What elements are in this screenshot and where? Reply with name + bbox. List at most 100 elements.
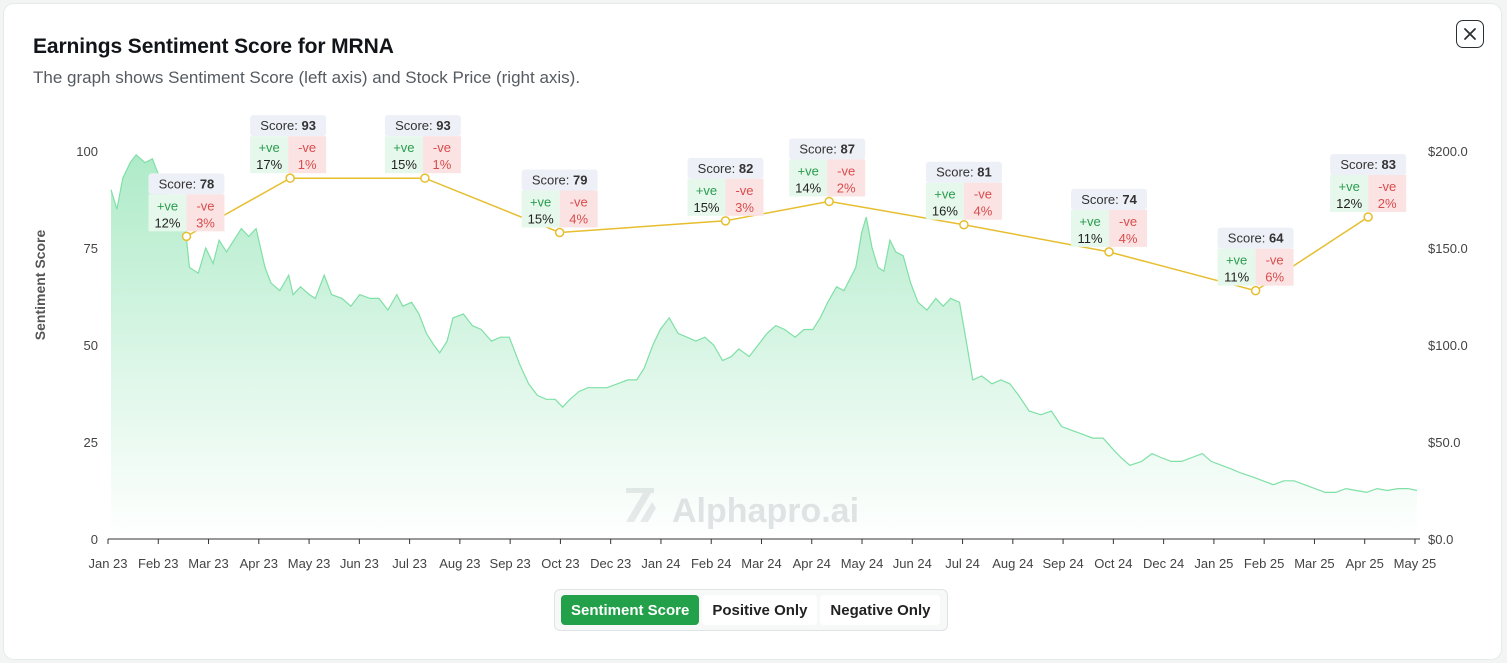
negative-value: 3% xyxy=(735,200,754,215)
negative-value: 2% xyxy=(837,180,856,195)
y-left-tick-label: 0 xyxy=(91,532,98,547)
positive-cell xyxy=(521,190,560,228)
negative-cell xyxy=(1255,248,1294,286)
x-tick-label: Jul 24 xyxy=(945,556,980,571)
positive-value: 15% xyxy=(391,157,417,172)
score-label-header xyxy=(925,161,1002,183)
negative-cell xyxy=(963,182,1002,220)
x-tick-label: Feb 25 xyxy=(1244,556,1284,571)
sentiment-point[interactable] xyxy=(181,231,192,242)
sentiment-point[interactable] xyxy=(1104,247,1114,257)
positive-cell xyxy=(1071,209,1110,247)
positive-value: 14% xyxy=(795,180,821,195)
score-label-header xyxy=(521,169,598,191)
score-text: Score: 93 xyxy=(260,118,316,133)
sentiment-line xyxy=(186,177,1369,292)
sentiment-point[interactable] xyxy=(1363,212,1373,222)
negative-label: -ve xyxy=(570,194,588,209)
negative-value: 4% xyxy=(1119,231,1138,246)
y-right-tick-label: $0.0 xyxy=(1428,532,1453,547)
sentiment-point[interactable] xyxy=(1250,285,1261,296)
x-tick-label: Aug 24 xyxy=(992,556,1033,571)
positive-cell xyxy=(1217,248,1256,286)
negative-label: -ve xyxy=(1378,179,1396,194)
negative-cell xyxy=(725,178,764,216)
positive-cell xyxy=(789,159,828,197)
positive-label: +ve xyxy=(157,198,178,213)
toggle-negative-only[interactable]: Negative Only xyxy=(820,595,941,625)
positive-value: 17% xyxy=(256,157,282,172)
x-tick-label: Apr 25 xyxy=(1346,556,1384,571)
positive-cell xyxy=(687,178,726,216)
negative-cell xyxy=(288,136,327,174)
positive-value: 16% xyxy=(932,204,958,219)
sentiment-point[interactable] xyxy=(554,227,565,238)
y-right-tick-label: $50.0 xyxy=(1428,435,1461,450)
negative-value: 4% xyxy=(569,211,588,226)
sentiment-point[interactable] xyxy=(824,196,834,207)
score-label-header xyxy=(789,138,866,160)
score-label-header xyxy=(1330,153,1407,175)
y-right-tick-label: $100.0 xyxy=(1428,338,1468,353)
negative-cell xyxy=(422,136,461,174)
score-text: Score: 83 xyxy=(1340,157,1396,172)
negative-cell xyxy=(559,190,598,228)
score-label-header xyxy=(687,157,764,179)
sentiment-point[interactable] xyxy=(959,219,969,230)
negative-cell xyxy=(1368,174,1407,212)
negative-label: -ve xyxy=(735,183,753,198)
x-tick-label: Mar 24 xyxy=(741,556,781,571)
positive-value: 15% xyxy=(693,200,719,215)
y-left-tick-label: 50 xyxy=(84,338,98,353)
negative-label: -ve xyxy=(298,140,316,155)
positive-label: +ve xyxy=(797,163,818,178)
x-tick-label: Jan 23 xyxy=(88,556,127,571)
toggle-sentiment-score[interactable]: Sentiment Score xyxy=(561,595,700,625)
positive-label: +ve xyxy=(1339,179,1360,194)
x-tick-label: Jun 24 xyxy=(893,556,932,571)
positive-cell xyxy=(925,182,964,220)
sentiment-point[interactable] xyxy=(720,216,731,226)
positive-value: 11% xyxy=(1077,231,1102,246)
score-label-header xyxy=(384,115,461,137)
negative-cell xyxy=(186,194,225,232)
x-tick-label: Mar 25 xyxy=(1294,556,1334,571)
close-button[interactable] xyxy=(1456,20,1484,48)
positive-label: +ve xyxy=(258,140,279,155)
score-label: Score: 87 +ve -ve 14% 2% xyxy=(789,138,866,197)
score-label: Score: 93 +ve -ve 17% 1% xyxy=(250,115,327,174)
negative-label: -ve xyxy=(837,163,855,178)
positive-cell xyxy=(1330,174,1369,212)
y-left-tick-label: 75 xyxy=(84,241,98,256)
score-text: Score: 87 xyxy=(799,141,855,156)
positive-label: +ve xyxy=(934,187,955,202)
sentiment-point[interactable] xyxy=(285,173,295,183)
score-label: Score: 81 +ve -ve 16% 4% xyxy=(925,161,1002,220)
score-text: Score: 78 xyxy=(159,176,215,191)
x-tick-label: Oct 23 xyxy=(541,556,579,571)
negative-value: 6% xyxy=(1265,270,1284,285)
view-toggle: Sentiment Score Positive Only Negative O… xyxy=(554,589,948,631)
x-tick-label: May 25 xyxy=(1394,556,1437,571)
sentiment-point[interactable] xyxy=(420,173,430,183)
positive-label: +ve xyxy=(1079,214,1100,229)
score-label-header xyxy=(1071,188,1148,210)
positive-cell xyxy=(250,136,289,174)
negative-label: -ve xyxy=(974,187,992,202)
positive-value: 15% xyxy=(528,211,554,226)
page-subtitle: The graph shows Sentiment Score (left ax… xyxy=(33,68,581,87)
negative-value: 3% xyxy=(196,215,215,230)
x-tick-label: Aug 23 xyxy=(439,556,480,571)
score-label: Score: 82 +ve -ve 15% 3% xyxy=(687,157,764,216)
x-tick-label: Jan 24 xyxy=(641,556,680,571)
score-text: Score: 74 xyxy=(1081,192,1137,207)
positive-cell xyxy=(384,136,423,174)
close-icon xyxy=(1464,28,1476,40)
score-label-header xyxy=(250,115,327,137)
score-label: Score: 78 +ve -ve 12% 3% xyxy=(148,173,225,232)
watermark-text: Alphapro.ai xyxy=(672,492,859,530)
toggle-positive-only[interactable]: Positive Only xyxy=(702,595,818,625)
score-label: Score: 79 +ve -ve 15% 4% xyxy=(521,169,598,228)
x-tick-label: May 23 xyxy=(288,556,331,571)
